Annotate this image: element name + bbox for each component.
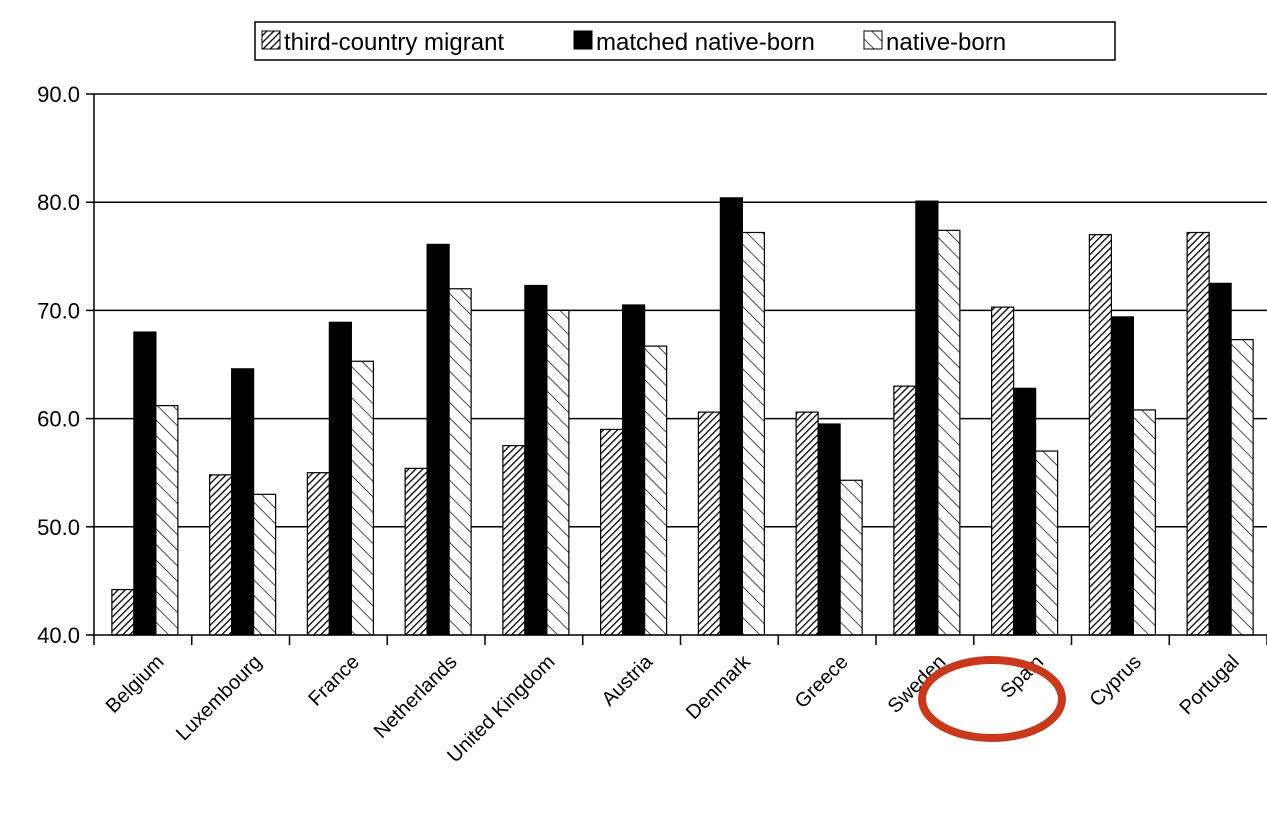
x-category-label-france: France (304, 651, 364, 711)
bar-cyprus-native-born (1132, 409, 1156, 636)
bar-spain-third-country-migrant (991, 306, 1015, 636)
bar-united-kingdom-third-country-migrant (502, 445, 526, 636)
legend: third-country migrant matched native-bor… (254, 21, 1116, 61)
bar-belgium-native-born (155, 405, 179, 636)
bar-united-kingdom-matched-native-born (524, 284, 548, 636)
gridlines (86, 93, 1267, 636)
bar-sweden-third-country-migrant (893, 385, 917, 636)
x-category-label-denmark: Denmark (682, 650, 756, 724)
bar-spain-native-born (1035, 450, 1059, 636)
y-tick-label: 50.0 (37, 515, 80, 540)
bar-belgium-matched-native-born (133, 331, 157, 636)
legend-label-third-country-migrant: third-country migrant (284, 29, 504, 56)
legend-swatch-matched-native-born (573, 30, 593, 50)
bars (111, 197, 1254, 636)
y-tick-label: 90.0 (37, 82, 80, 107)
y-axis-tick-labels: 40.0 50.0 60.0 70.0 80.0 90.0 (37, 82, 80, 648)
y-tick-label: 40.0 (37, 623, 80, 648)
bar-sweden-matched-native-born (915, 200, 939, 636)
bar-france-native-born (350, 360, 374, 636)
y-tick-label: 80.0 (37, 190, 80, 215)
bar-luxembourg-matched-native-born (231, 368, 255, 636)
bar-austria-matched-native-born (622, 304, 646, 636)
x-category-label-austria: Austria (598, 650, 658, 710)
bar-greece-third-country-migrant (795, 411, 819, 636)
bar-cyprus-third-country-migrant (1088, 234, 1112, 636)
legend-swatch-third-country-migrant (261, 30, 281, 50)
x-category-label-belgium: Belgium (102, 651, 169, 718)
legend-label-matched-native-born: matched native-born (596, 29, 815, 56)
bar-sweden-native-born (937, 229, 961, 636)
bar-cyprus-matched-native-born (1110, 316, 1134, 636)
x-axis-category-labels: Belgium Luxembourg France NetherlandsUnited… (102, 650, 1244, 767)
x-category-label-united-kingdom: United Kingdom (443, 651, 559, 767)
bar-france-matched-native-born (328, 321, 352, 636)
bar-austria-third-country-migrant (600, 428, 624, 636)
bar-netherlands-matched-native-born (426, 243, 450, 636)
bar-greece-matched-native-born (817, 423, 841, 636)
x-category-label-greece: Greece (791, 651, 853, 713)
bar-united-kingdom-native-born (546, 309, 570, 636)
spain-highlight-circle (918, 656, 1066, 742)
bar-austria-native-born (644, 345, 668, 636)
bar-netherlands-native-born (448, 288, 472, 636)
bar-france-third-country-migrant (306, 472, 330, 636)
x-category-label-netherlands: Netherlands (370, 651, 462, 743)
x-category-label-luxembourg: Luxembourg (172, 651, 266, 745)
bar-greece-native-born (839, 479, 863, 636)
bar-luxembourg-native-born (253, 493, 277, 636)
legend-box (254, 21, 1116, 61)
y-tick-label: 60.0 (37, 407, 80, 432)
x-category-label-portugal: Portugal (1175, 651, 1243, 719)
bar-portugal-third-country-migrant (1186, 231, 1210, 636)
bar-luxembourg-third-country-migrant (209, 474, 233, 636)
bar-netherlands-third-country-migrant (404, 467, 428, 636)
x-category-label-cyprus: Cyprus (1086, 651, 1146, 711)
x-category-label-sweden: Sweden (884, 651, 951, 718)
bar-portugal-native-born (1230, 339, 1254, 636)
bar-portugal-matched-native-born (1208, 282, 1232, 636)
bar-spain-matched-native-born (1013, 387, 1037, 636)
axes (93, 94, 1267, 645)
bar-denmark-native-born (741, 231, 765, 636)
legend-swatch-native-born (863, 30, 883, 50)
bar-denmark-matched-native-born (719, 197, 743, 636)
legend-label-native-born: native-born (886, 29, 1006, 56)
y-tick-label: 70.0 (37, 298, 80, 323)
bar-denmark-third-country-migrant (697, 411, 721, 636)
bar-belgium-third-country-migrant (111, 588, 135, 636)
